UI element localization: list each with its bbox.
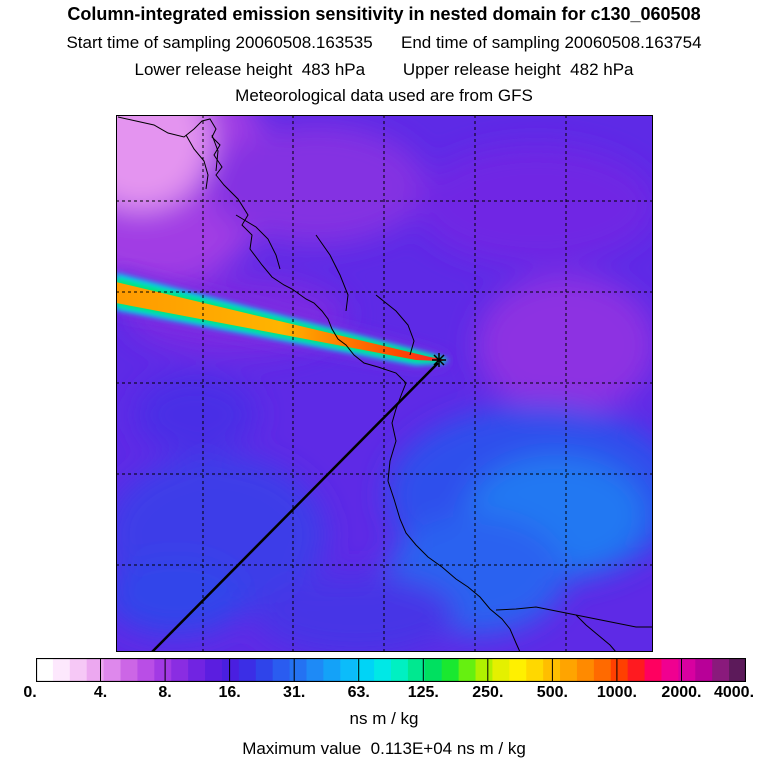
colorbar-cell	[86, 658, 105, 682]
colorbar-cell	[374, 658, 392, 682]
sampling-time-line: Start time of sampling 20060508.163535 E…	[66, 33, 702, 52]
met-data-line: Meteorological data used are from GFS	[235, 86, 533, 105]
colorbar-units: ns m / kg	[349, 709, 419, 728]
colorbar-tick-label: 0.	[23, 684, 37, 701]
maximum-value: Maximum value 0.113E+04 ns m / kg	[242, 739, 526, 758]
colorbar-cell	[52, 658, 71, 682]
colorbar-cell	[323, 658, 341, 682]
colorbar-cell	[627, 658, 646, 682]
colorbar-tick-label: 63.	[347, 684, 370, 701]
colorbar-cell	[610, 658, 629, 682]
colorbar-cell	[154, 658, 172, 682]
colorbar-tick-label: 2000.	[661, 684, 702, 701]
colorbar-cell	[678, 658, 696, 682]
colorbar-cell	[238, 658, 257, 682]
colorbar-cell	[407, 658, 426, 682]
colorbar-tick-label: 1000.	[596, 684, 637, 701]
colorbar-cell	[188, 658, 206, 682]
colorbar-cell	[712, 658, 730, 682]
colorbar-cell	[560, 658, 578, 682]
colorbar-cell	[695, 658, 713, 682]
colorbar-cell	[729, 658, 746, 682]
colorbar-cell	[69, 658, 88, 682]
colorbar-cell	[543, 658, 561, 682]
map-frame	[116, 115, 653, 652]
colorbar-cell	[289, 658, 308, 682]
sensitivity-map	[116, 115, 653, 652]
release-height-line: Lower release height 483 hPa Upper relea…	[134, 60, 634, 79]
colorbar-cell	[255, 658, 274, 682]
colorbar-cell	[475, 658, 494, 682]
colorbar-cell	[137, 658, 155, 682]
colorbar-cell	[103, 658, 122, 682]
map-title: Column-integrated emission sensitivity i…	[67, 4, 701, 24]
colorbar-cell	[340, 658, 358, 682]
colorbar-tick-label: 500.	[536, 684, 568, 701]
coastline	[117, 116, 653, 652]
colorbar-cell	[357, 658, 375, 682]
colorbar-tick-label: 250.	[472, 684, 504, 701]
colorbar-cell	[576, 658, 595, 682]
colorbar-cell	[306, 658, 324, 682]
colorbar-cell	[661, 658, 679, 682]
colorbar-cell	[424, 658, 443, 682]
colorbar-cell	[391, 658, 409, 682]
colorbar-cell	[492, 658, 510, 682]
colorbar-cell	[36, 658, 54, 682]
colorbar-tick-label: 16.	[218, 684, 241, 701]
colorbar-cell	[509, 658, 527, 682]
colorbar-cell	[458, 658, 477, 682]
colorbar-cell	[221, 658, 240, 682]
colorbar-tick-label: 4.	[93, 684, 108, 701]
colorbar-cell	[526, 658, 544, 682]
receptor-star-icon	[432, 353, 446, 367]
colorbar-cell	[272, 658, 291, 682]
colorbar-tick-label: 8.	[158, 684, 172, 701]
colorbar-tick-label: 4000.	[713, 684, 755, 701]
colorbar-cell	[441, 658, 460, 682]
colorbar-cell	[644, 658, 663, 682]
colorbar	[36, 658, 746, 682]
colorbar-tick-label: 31.	[283, 684, 306, 701]
flight-track	[151, 362, 439, 652]
colorbar-cell	[205, 658, 223, 682]
colorbar-cell	[120, 658, 139, 682]
colorbar-tick-label: 125.	[407, 684, 439, 701]
colorbar-cell	[593, 658, 612, 682]
colorbar-cell	[171, 658, 189, 682]
plume	[116, 268, 450, 367]
